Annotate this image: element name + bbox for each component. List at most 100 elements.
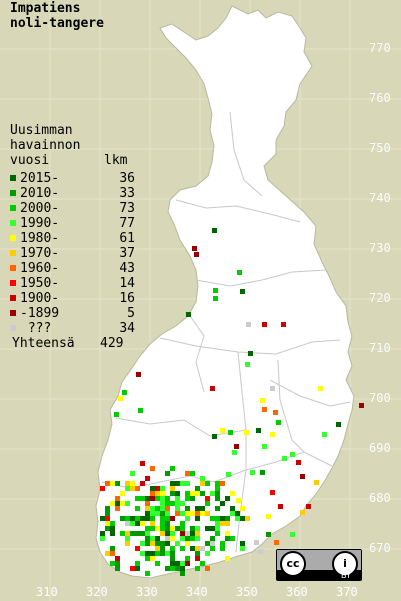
occurrence-square [185,491,190,496]
occurrence-square [200,546,205,551]
occurrence-square [145,551,150,556]
occurrence-square [140,521,145,526]
occurrence-square [262,407,267,412]
occurrence-square [185,531,190,536]
occurrence-square [240,506,245,511]
occurrence-square [190,536,195,541]
occurrence-square [145,556,150,561]
occurrence-square [170,481,175,486]
legend-total-count: 429 [100,336,124,351]
occurrence-square [230,506,235,511]
occurrence-square [170,561,175,566]
occurrence-square [115,481,120,486]
occurrence-square [200,481,205,486]
occurrence-square [160,541,165,546]
occurrence-square [115,496,120,501]
occurrence-square [200,506,205,511]
occurrence-square [215,526,220,531]
occurrence-square [270,432,275,437]
legend-swatch [10,220,16,226]
species-title: Impatiens noli-tangere [10,1,104,31]
occurrence-square [300,474,305,479]
occurrence-square [160,486,165,491]
occurrence-square [281,322,286,327]
legend-row-label: 1900- [20,291,60,306]
occurrence-square [160,511,165,516]
occurrence-square [145,541,150,546]
occurrence-square [175,481,180,486]
occurrence-square [186,312,191,317]
occurrence-square [190,471,195,476]
occurrence-square [270,490,275,495]
occurrence-square [155,506,160,511]
occurrence-square [213,296,218,301]
grid-x-label: 310 [36,585,58,599]
occurrence-square [135,516,140,521]
occurrence-square [359,403,364,408]
occurrence-square [190,511,195,516]
occurrence-square [254,540,259,545]
legend-row-label: 1960- [20,261,60,276]
occurrence-square [278,504,283,509]
occurrence-square [175,501,180,506]
legend-swatch [10,235,16,241]
occurrence-square [270,386,275,391]
grid-y-label: 700 [369,391,391,405]
occurrence-square [248,351,253,356]
occurrence-square [180,531,185,536]
occurrence-square [195,566,200,571]
occurrence-square [234,444,239,449]
occurrence-square [314,480,319,485]
cc-icon: cc [280,551,306,577]
occurrence-square [145,506,150,511]
occurrence-square [100,486,105,491]
occurrence-square [110,526,115,531]
occurrence-square [105,506,110,511]
occurrence-square [170,486,175,491]
occurrence-square [115,506,120,511]
legend-row-count: 37 [119,246,135,261]
legend-row: 2000- 73 [10,201,135,216]
occurrence-square [140,461,145,466]
occurrence-square [110,561,115,566]
occurrence-square [165,541,170,546]
occurrence-square [210,546,215,551]
legend-row-label: 1990- [20,216,60,231]
occurrence-square [175,496,180,501]
occurrence-square [130,486,135,491]
legend-row: 2010- 33 [10,186,135,201]
occurrence-square [195,486,200,491]
occurrence-square [105,526,110,531]
occurrence-square [200,561,205,566]
occurrence-square [125,486,130,491]
occurrence-square [213,288,218,293]
occurrence-square [336,422,341,427]
occurrence-square [195,551,200,556]
occurrence-square [230,536,235,541]
legend-row: 1970- 37 [10,246,135,261]
occurrence-square [205,526,210,531]
occurrence-square [185,536,190,541]
occurrence-square [215,516,220,521]
occurrence-square [170,516,175,521]
occurrence-square [230,491,235,496]
grid-y-label: 740 [369,191,391,205]
occurrence-square [135,561,140,566]
occurrence-square [225,496,230,501]
occurrence-square [165,536,170,541]
legend-row-label: 2015- [20,171,60,186]
occurrence-square [180,526,185,531]
occurrence-square [195,531,200,536]
occurrence-square [190,546,195,551]
occurrence-square [145,516,150,521]
legend-header: Uusimman havainnon vuosi lkm [10,123,127,168]
title-line-2: noli-tangere [10,16,104,31]
legend-row: 2015- 36 [10,171,135,186]
legend-row-count: 36 [119,171,135,186]
occurrence-square [205,496,210,501]
occurrence-square [225,516,230,521]
grid-y-label: 680 [369,491,391,505]
legend-row-count: 34 [119,321,135,336]
occurrence-square [170,536,175,541]
occurrence-square [160,521,165,526]
